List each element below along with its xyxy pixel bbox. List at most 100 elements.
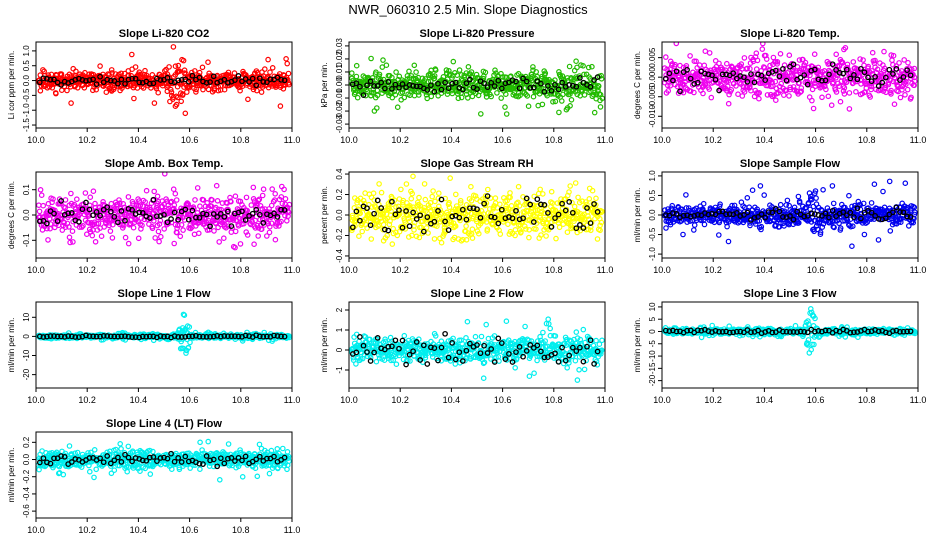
reference-point	[882, 215, 889, 222]
data-point	[258, 89, 265, 95]
data-point	[191, 231, 198, 238]
data-point	[47, 225, 53, 232]
data-point	[523, 226, 529, 232]
data-point	[166, 64, 172, 70]
data-point	[149, 72, 156, 78]
reference-point	[40, 75, 47, 82]
data-point	[802, 59, 809, 66]
data-point	[706, 86, 713, 92]
reference-point	[872, 73, 878, 80]
reference-point	[875, 83, 882, 89]
reference-point	[410, 83, 416, 89]
y-tick-label: 0.2	[335, 188, 344, 200]
data-point	[193, 89, 199, 95]
reference-point	[851, 72, 857, 78]
reference-point	[797, 74, 804, 81]
data-point	[371, 197, 378, 203]
data-point	[786, 93, 792, 99]
reference-point	[569, 83, 576, 89]
reference-point	[677, 88, 683, 95]
data-point	[566, 189, 572, 195]
data-point	[152, 207, 159, 214]
reference-point	[875, 216, 882, 222]
reference-point	[733, 209, 740, 216]
data-point	[822, 71, 829, 77]
data-point	[116, 197, 122, 203]
data-point	[422, 208, 429, 215]
reference-point	[40, 334, 47, 340]
reference-point	[562, 207, 569, 214]
reference-point	[569, 209, 576, 216]
data-point	[691, 222, 698, 228]
reference-point	[527, 201, 534, 208]
data-point	[128, 72, 135, 79]
chart-title: Slope Sample Flow	[740, 158, 841, 170]
data-point	[90, 188, 97, 195]
reference-point	[122, 217, 128, 224]
x-tick-label: 10.8	[545, 265, 563, 275]
reference-point	[47, 333, 54, 339]
reference-point	[281, 77, 288, 84]
reference-point	[854, 205, 861, 212]
data-point	[173, 197, 180, 203]
reference-point	[207, 333, 213, 340]
chart-title: Slope Li-820 CO2	[119, 28, 209, 40]
reference-point	[445, 227, 452, 233]
data-point	[36, 202, 42, 208]
reference-point	[256, 75, 263, 82]
data-point	[156, 238, 162, 245]
data-point	[716, 219, 723, 226]
reference-point	[673, 68, 680, 75]
reference-point	[168, 78, 174, 85]
y-tick-label: 1.0	[22, 45, 31, 57]
data-point	[809, 86, 816, 93]
reference-point	[538, 201, 544, 208]
reference-point	[210, 333, 217, 340]
data-point	[881, 65, 888, 72]
reference-point	[481, 200, 487, 207]
y-tick-label: -0.03	[335, 114, 344, 133]
reference-point	[217, 210, 224, 217]
data-point	[584, 201, 590, 208]
data-point	[839, 60, 846, 66]
data-point	[524, 93, 531, 99]
y-tick-label: 0.03	[335, 38, 344, 54]
data-point	[162, 172, 168, 177]
reference-point	[214, 214, 221, 220]
y-tick-label: 0.1	[22, 184, 31, 196]
reference-point	[381, 85, 388, 92]
y-tick-label: 0.5	[22, 60, 31, 72]
data-point	[760, 42, 766, 47]
data-point	[811, 226, 817, 232]
data-point	[62, 205, 68, 211]
data-point	[777, 201, 784, 208]
data-point	[795, 220, 802, 226]
data-point	[753, 66, 760, 72]
data-point	[749, 187, 756, 194]
reference-point	[100, 79, 107, 86]
reference-point	[260, 333, 267, 340]
data-point	[468, 198, 475, 204]
reference-point	[559, 200, 565, 207]
reference-point	[115, 80, 121, 87]
reference-point	[673, 211, 680, 217]
data-point	[272, 191, 279, 197]
data-point	[399, 89, 406, 96]
reference-point	[189, 333, 196, 340]
reference-point	[129, 334, 135, 340]
data-point	[137, 202, 144, 209]
reference-point	[115, 333, 121, 340]
data-point	[380, 57, 386, 63]
reference-point	[552, 81, 558, 88]
y-tick-label: -1.5	[22, 118, 31, 132]
data-point	[468, 183, 474, 190]
reference-point	[513, 207, 519, 214]
y-tick-label: -0.02	[335, 101, 344, 120]
reference-point	[552, 215, 558, 221]
data-point	[386, 221, 393, 228]
reference-point	[93, 333, 100, 340]
data-point	[36, 208, 43, 215]
reference-point	[164, 74, 171, 81]
y-tick-label: 0.000	[648, 67, 657, 88]
reference-point	[484, 193, 491, 199]
